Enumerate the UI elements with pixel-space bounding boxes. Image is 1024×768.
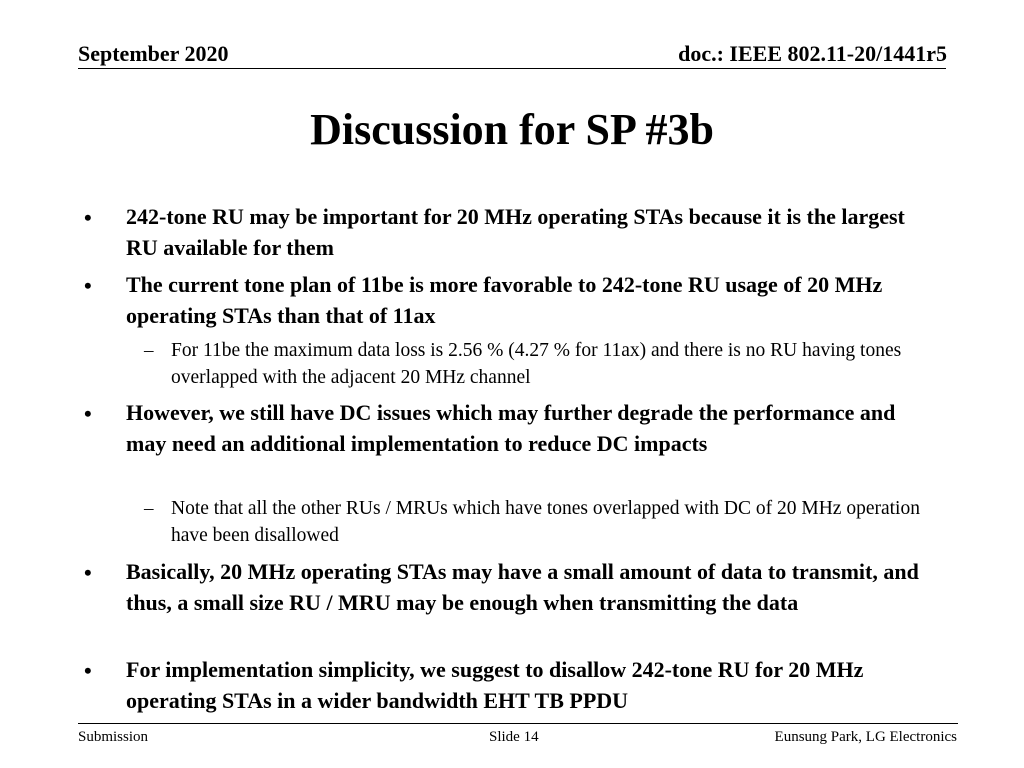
bullet-text: However, we still have DC issues which m… [126, 400, 896, 456]
bullet-marker: • [84, 560, 92, 585]
bullet-text: 242-tone RU may be important for 20 MHz … [126, 204, 905, 260]
bullet-marker: • [84, 273, 92, 298]
bullet-text: For implementation simplicity, we sugges… [126, 657, 864, 713]
bullet-marker: • [84, 205, 92, 230]
slide-title: Discussion for SP #3b [310, 105, 714, 154]
footer-author: Eunsung Park, LG Electronics [774, 729, 957, 745]
header-date: September 2020 [78, 41, 229, 66]
bullet-text: The current tone plan of 11be is more fa… [126, 272, 883, 328]
footer-divider [78, 723, 958, 724]
bullet-text: Basically, 20 MHz operating STAs may hav… [126, 559, 919, 615]
sub-bullet-text: Note that all the other RUs / MRUs which… [171, 498, 920, 546]
bullet-marker: • [84, 401, 92, 426]
footer-slide-number: Slide 14 [489, 729, 539, 745]
sub-bullet-text: For 11be the maximum data loss is 2.56 %… [171, 340, 902, 388]
footer-submission: Submission [78, 729, 149, 745]
bullet-marker: • [84, 658, 92, 683]
header-divider [78, 68, 946, 69]
sub-bullet-marker: – [144, 340, 154, 361]
header-doc-id: doc.: IEEE 802.11-20/1441r5 [678, 41, 947, 66]
sub-bullet-marker: – [144, 498, 154, 519]
